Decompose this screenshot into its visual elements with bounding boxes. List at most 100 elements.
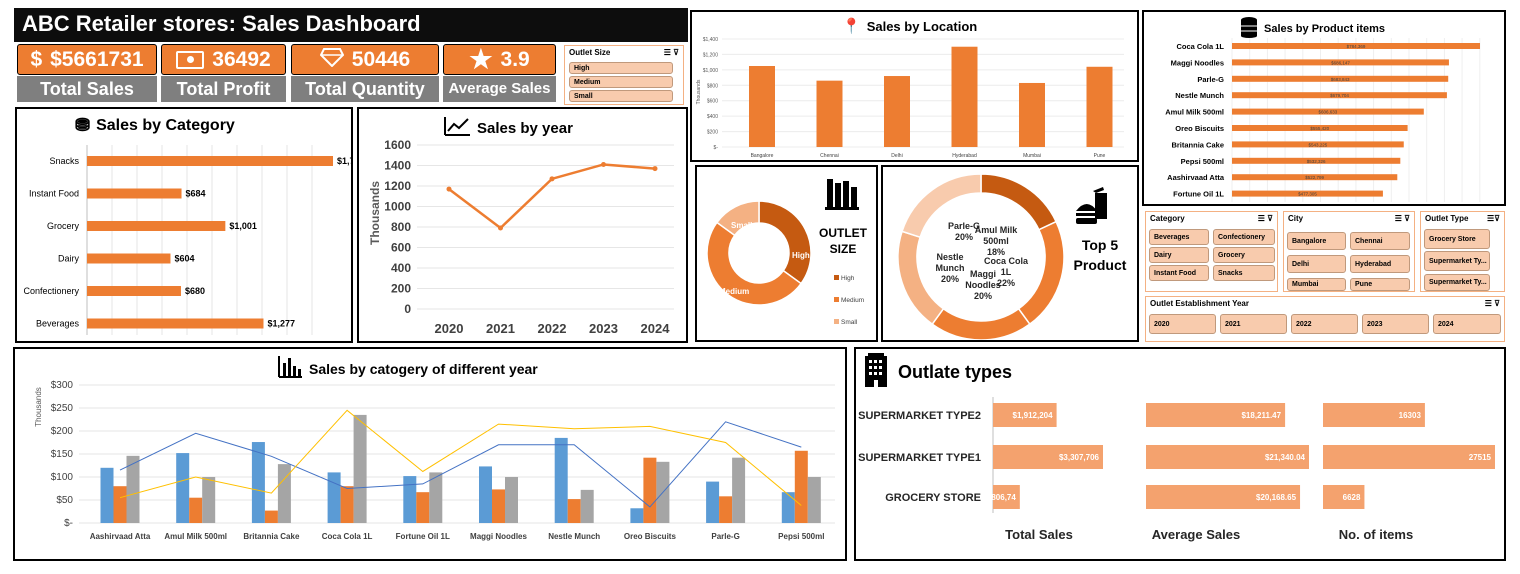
legend-label: High: [841, 275, 855, 282]
product-bar: [1232, 125, 1408, 131]
slice-label: Maggi Noodles 20%: [965, 269, 1001, 301]
diamond-icon: [319, 47, 345, 73]
chart-title: Sales by Location: [866, 18, 978, 34]
slicer-item[interactable]: 2021: [1220, 314, 1287, 334]
slicer-item[interactable]: Confectionery: [1213, 229, 1275, 245]
slice-medium: [706, 221, 803, 306]
product-bar: [1232, 141, 1404, 148]
data-label: $532,326: [1307, 159, 1326, 164]
category-label: SUPERMARKET TYPE2: [858, 410, 981, 422]
slicer-item[interactable]: Hyderabad: [1350, 255, 1410, 273]
slicer-item[interactable]: Snacks: [1213, 265, 1275, 281]
slicer-item[interactable]: Chennai: [1350, 232, 1410, 250]
y-tick-label: $200: [51, 426, 74, 437]
slice-coca: [1017, 220, 1065, 326]
slicer-item-small[interactable]: Small: [569, 90, 673, 102]
slice-label: Parle-G 20%: [948, 221, 980, 242]
filter-icon[interactable]: ☰ ⊽: [1257, 214, 1273, 223]
axis-label: Thousands: [34, 387, 43, 427]
data-label: $604: [174, 254, 194, 264]
outlet-types-chart: SUPERMARKET TYPE2 SUPERMARKET TYPE1 GROCER…: [858, 397, 1495, 542]
outlet-bar: [1146, 403, 1286, 427]
series-line: [119, 409, 802, 506]
x-tick-label: 2024: [641, 321, 671, 336]
y-tick-label: $1,000: [703, 68, 719, 74]
outlet-size-chart: High Medium Small High Medium Small: [706, 200, 864, 326]
slicer-item[interactable]: Grocery: [1213, 247, 1275, 263]
data-label: $21,340.04: [1265, 453, 1306, 462]
slicer-item[interactable]: 2023: [1362, 314, 1429, 334]
outlet-size-panel: High Medium Small High Medium Small OUTLET SI…: [695, 165, 878, 342]
dollar-icon: $: [30, 47, 43, 71]
slicer-item[interactable]: Instant Food: [1149, 265, 1209, 281]
y-tick-label: 800: [391, 220, 411, 234]
outlet-bar: [1323, 445, 1495, 469]
product-bar: [1232, 75, 1449, 82]
x-tick-label: 2021: [486, 321, 515, 336]
slicer-item[interactable]: Grocery Store: [1424, 229, 1490, 249]
x-tick-label: Pepsi 500ml: [778, 532, 824, 541]
kpi-value: 50446: [351, 47, 411, 71]
kpi-label: Average Sales: [443, 76, 556, 102]
outlet-bar: [1323, 403, 1425, 427]
category-slicer: Category ☰ ⊽ Beverages Confectionery Dair…: [1145, 211, 1278, 292]
product-bar: [1232, 43, 1480, 49]
product-label: Oreo Biscuits: [1175, 124, 1224, 133]
kpi-total-quantity: 50446 Total Quantity: [291, 44, 439, 102]
series-label: Average Sales: [1152, 527, 1240, 542]
slicer-item-medium[interactable]: Medium: [569, 76, 673, 88]
slicer-item[interactable]: Beverages: [1149, 229, 1209, 245]
slicer-item[interactable]: Mumbai: [1287, 278, 1346, 291]
y-tick-label: $-: [64, 518, 73, 529]
slicer-item[interactable]: 2022: [1291, 314, 1358, 334]
slicer-item[interactable]: Supermarket Ty...: [1424, 274, 1490, 291]
y-tick-label: $1,400: [703, 37, 719, 43]
slicer-item[interactable]: Dairy: [1149, 247, 1209, 263]
data-label: $1,780: [337, 156, 351, 166]
series-bar: [113, 486, 127, 523]
category-label: SUPERMARKET TYPE1: [858, 452, 981, 464]
slicer-item[interactable]: Pune: [1350, 278, 1410, 291]
data-label: 6628: [1343, 493, 1361, 502]
filter-icon[interactable]: ☰ ⊽: [1484, 299, 1500, 308]
x-tick-label: Bangalore: [751, 153, 774, 159]
kpi-average-sales: ★ 3.9 Average Sales: [443, 44, 556, 102]
slicer-item[interactable]: Delhi: [1287, 255, 1346, 273]
location-bar: [816, 80, 843, 147]
data-label: $477,305: [1298, 192, 1317, 197]
slice-label: Small: [731, 221, 752, 230]
y-tick-label: $1,200: [703, 52, 719, 58]
y-tick-label: $50: [56, 495, 73, 506]
series-bar: [479, 466, 492, 523]
product-label: Parle-G: [1197, 75, 1224, 84]
y-tick-label: $300: [51, 380, 74, 391]
data-label: $606,633: [1319, 110, 1338, 115]
category-chart: Snacks $1,780 Instant Food $684 Grocery $1,00…: [23, 145, 351, 335]
slice-label: Nestle Munch 20%: [936, 252, 965, 284]
filter-icon[interactable]: ☰ ⊽: [1394, 214, 1410, 223]
axis-label: Thousands: [696, 79, 702, 104]
filter-icon[interactable]: ☰⊽: [1486, 214, 1500, 223]
slicer-item[interactable]: 2024: [1433, 314, 1501, 334]
slicer-item-high[interactable]: High: [569, 62, 673, 74]
x-tick-label: Pune: [1094, 153, 1106, 159]
x-tick-label: Aashirvaad Atta: [90, 532, 151, 541]
product-label: Coca Cola 1L: [1176, 42, 1224, 51]
slicer-item[interactable]: 2020: [1149, 314, 1216, 334]
chart-title: OUTLET SIZE: [819, 226, 867, 256]
y-tick-label: 1000: [384, 200, 411, 214]
dashboard-title: ABC Retailer stores: Sales Dashboard: [14, 8, 688, 42]
slice-small: [715, 200, 760, 237]
x-tick-label: Coca Cola 1L: [322, 532, 373, 541]
series-bar: [126, 455, 140, 523]
filter-icon[interactable]: ☰ ⊽: [663, 48, 679, 57]
x-tick-label: Fortune Oil 1L: [396, 532, 450, 541]
money-icon: [176, 50, 205, 69]
series-bar: [176, 453, 190, 523]
series-bar: [732, 457, 746, 523]
axis-label: Thousands: [368, 181, 382, 245]
slicer-item[interactable]: Bangalore: [1287, 232, 1346, 250]
slicer-item[interactable]: Supermarket Ty...: [1424, 251, 1490, 271]
outlet-bar: [993, 403, 1057, 427]
outlet-bar: [1323, 485, 1365, 509]
